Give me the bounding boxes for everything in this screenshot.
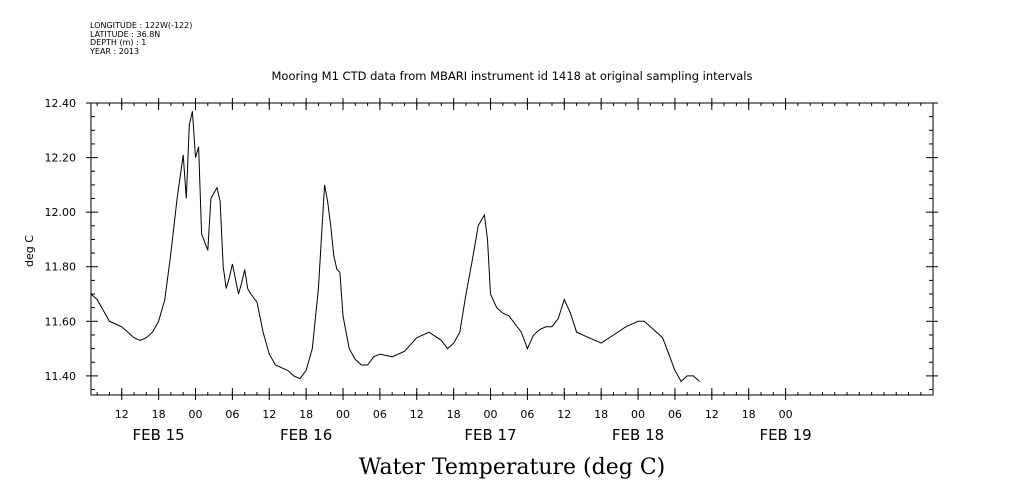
date-label: FEB 15 — [132, 426, 184, 444]
x-tick-label: 00 — [484, 408, 498, 421]
date-label: FEB 19 — [759, 426, 811, 444]
plot-frame — [90, 102, 934, 396]
y-tick-label: 11.60 — [45, 315, 77, 328]
x-axis-label: Water Temperature (deg C) — [359, 455, 666, 480]
date-axis: FEB 15 FEB 16 FEB 17 FEB 18 FEB 19 — [132, 426, 811, 444]
date-label: FEB 17 — [464, 426, 516, 444]
x-tick-label: 18 — [152, 408, 166, 421]
header-line: LONGITUDE : 122W(-122) — [90, 21, 193, 30]
x-axis: 12 18 00 06 12 18 00 06 12 18 00 06 12 18 00 06 12 18 00 — [96, 98, 922, 421]
x-tick-label: 12 — [115, 408, 129, 421]
chart-title: Mooring M1 CTD data from MBARI instrumen… — [272, 69, 753, 83]
date-label: FEB 18 — [612, 426, 664, 444]
y-tick-label: 11.40 — [45, 370, 77, 383]
y-axis: 11.40 11.60 11.80 12.00 12.20 12.40 — [45, 97, 938, 391]
metadata-header: LONGITUDE : 122W(-122) LATITUDE : 36.8N … — [90, 21, 193, 56]
x-tick-label: 12 — [410, 408, 424, 421]
x-tick-label: 18 — [742, 408, 756, 421]
y-tick-label: 12.20 — [45, 152, 77, 165]
header-line: DEPTH (m) : 1 — [90, 38, 147, 48]
x-tick-label: 12 — [262, 408, 276, 421]
y-tick-label: 12.40 — [45, 97, 77, 110]
x-tick-label: 06 — [373, 408, 387, 421]
header-line: YEAR : 2013 — [90, 46, 140, 56]
y-tick-label: 11.80 — [45, 261, 77, 274]
y-tick-label: 12.00 — [45, 206, 77, 219]
x-tick-label: 00 — [631, 408, 645, 421]
x-tick-label: 06 — [225, 408, 239, 421]
x-tick-label: 18 — [299, 408, 313, 421]
date-label: FEB 16 — [280, 426, 332, 444]
x-tick-label: 00 — [336, 408, 350, 421]
x-tick-label: 12 — [705, 408, 719, 421]
x-tick-label: 00 — [188, 408, 202, 421]
y-axis-label: deg C — [23, 235, 36, 267]
x-tick-label: 18 — [594, 408, 608, 421]
series-line — [90, 111, 700, 383]
x-tick-label: 06 — [668, 408, 682, 421]
x-tick-label: 00 — [779, 408, 793, 421]
header-line: LATITUDE : 36.8N — [90, 29, 161, 39]
x-tick-label: 12 — [557, 408, 571, 421]
x-tick-label: 06 — [520, 408, 534, 421]
x-tick-label: 18 — [447, 408, 461, 421]
